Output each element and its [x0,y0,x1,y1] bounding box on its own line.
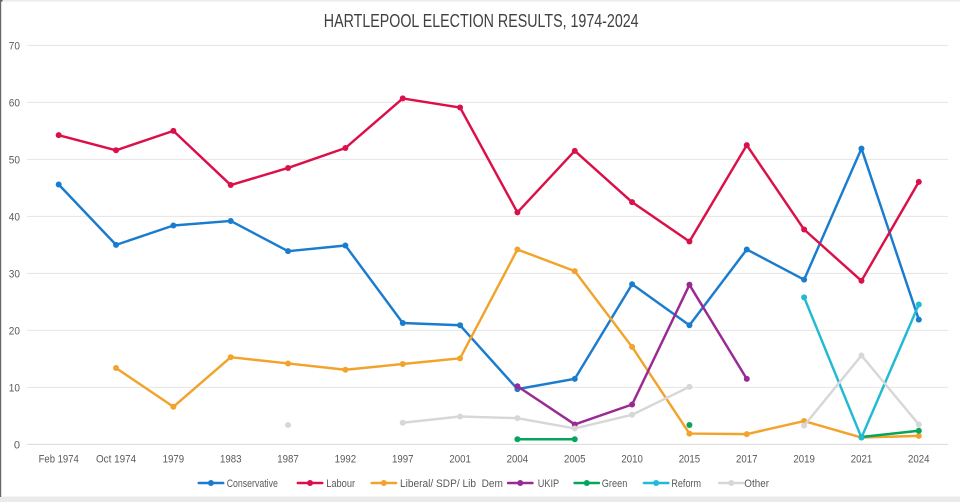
svg-text:Oct 1974: Oct 1974 [96,454,136,466]
svg-text:1987: 1987 [277,454,299,466]
svg-text:Liberal/ SDP/ Lib Dem: Liberal/ SDP/ Lib Dem [400,478,503,490]
svg-text:60: 60 [9,97,20,109]
svg-text:30: 30 [9,268,20,280]
svg-text:0: 0 [14,439,20,451]
svg-text:Labour: Labour [326,478,355,490]
svg-text:1997: 1997 [392,454,414,466]
svg-text:1979: 1979 [163,454,185,466]
svg-text:Other: Other [744,478,769,490]
svg-text:20: 20 [9,325,20,337]
svg-text:1992: 1992 [335,454,357,466]
svg-text:Reform: Reform [671,478,701,490]
svg-text:70: 70 [9,40,20,52]
svg-text:2015: 2015 [679,454,701,466]
svg-text:50: 50 [9,154,20,166]
svg-text:2010: 2010 [621,454,643,466]
svg-text:Conservative: Conservative [227,478,278,490]
svg-text:2019: 2019 [793,454,815,466]
svg-text:2021: 2021 [851,454,873,466]
svg-text:2004: 2004 [507,454,529,466]
svg-text:UKIP: UKIP [538,478,560,490]
svg-text:HARTLEPOOL ELECTION RESULTS, 1: HARTLEPOOL ELECTION RESULTS, 1974-2024 [324,11,639,31]
svg-text:Green: Green [602,478,628,490]
svg-text:2005: 2005 [564,454,586,466]
svg-text:10: 10 [9,382,20,394]
svg-text:2017: 2017 [736,454,758,466]
svg-text:2024: 2024 [908,454,930,466]
svg-text:1983: 1983 [220,454,242,466]
svg-text:2001: 2001 [449,454,471,466]
svg-text:Feb 1974: Feb 1974 [39,454,79,466]
svg-text:40: 40 [9,211,20,223]
